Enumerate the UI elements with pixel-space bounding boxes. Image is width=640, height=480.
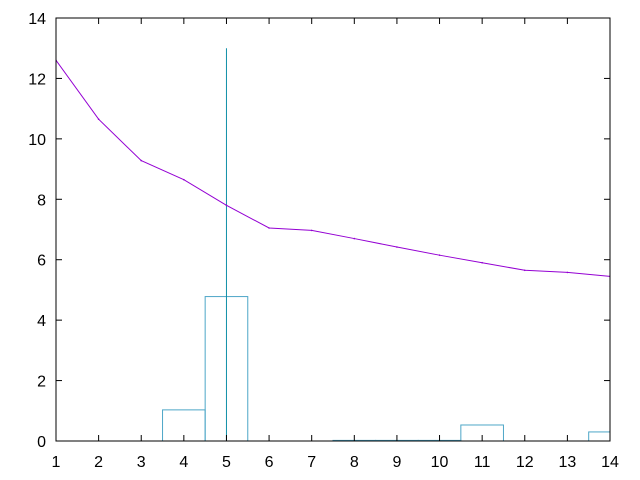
x-tick-label: 12	[516, 454, 534, 471]
line-point	[183, 178, 185, 181]
plot-frame	[55, 17, 611, 442]
x-tick-label: 11	[474, 454, 491, 471]
line-point	[310, 229, 313, 232]
y-tick-label: 10	[28, 132, 46, 149]
line-point	[481, 261, 483, 264]
x-tick-label: 8	[350, 454, 359, 471]
line-point	[396, 246, 398, 248]
line-point	[353, 237, 356, 240]
line-point	[140, 159, 143, 162]
y-tick-label: 4	[37, 313, 46, 330]
x-tick-label: 13	[558, 454, 576, 471]
x-tick-label: 1	[52, 454, 61, 471]
y-tick-label: 2	[37, 374, 46, 391]
y-tick-label: 14	[28, 11, 46, 28]
x-tick-labels: 1 2 3 4 5 6 7 8 9 10 11 12 13 14	[52, 454, 619, 471]
y-tick-label: 8	[37, 192, 46, 209]
x-tick-label: 6	[265, 454, 274, 471]
y-tick-label: 12	[28, 71, 46, 88]
x-tick-label: 2	[94, 454, 103, 471]
y-tick-labels: 0 2 4 6 8 10 12 14	[28, 11, 46, 451]
x-tick-label: 4	[179, 454, 188, 471]
line-series-layer	[56, 59, 610, 278]
line-point	[566, 271, 569, 274]
histogram-bar	[588, 431, 610, 441]
line-point	[225, 204, 228, 207]
axis-ticks	[55, 17, 611, 442]
y-tick-label: 0	[37, 434, 46, 451]
x-tick-label: 3	[137, 454, 146, 471]
line-point	[438, 254, 441, 256]
line-point	[97, 118, 100, 121]
x-tick-label: 9	[392, 454, 401, 471]
line-point	[523, 269, 526, 272]
histogram-bars	[162, 296, 610, 441]
x-tick-label: 14	[601, 454, 619, 471]
y-tick-label: 6	[37, 253, 46, 270]
x-tick-label: 10	[431, 454, 449, 471]
x-tick-label: 7	[307, 454, 316, 471]
line-series	[56, 60, 610, 277]
line-point	[268, 227, 270, 229]
x-tick-label: 5	[222, 454, 231, 471]
